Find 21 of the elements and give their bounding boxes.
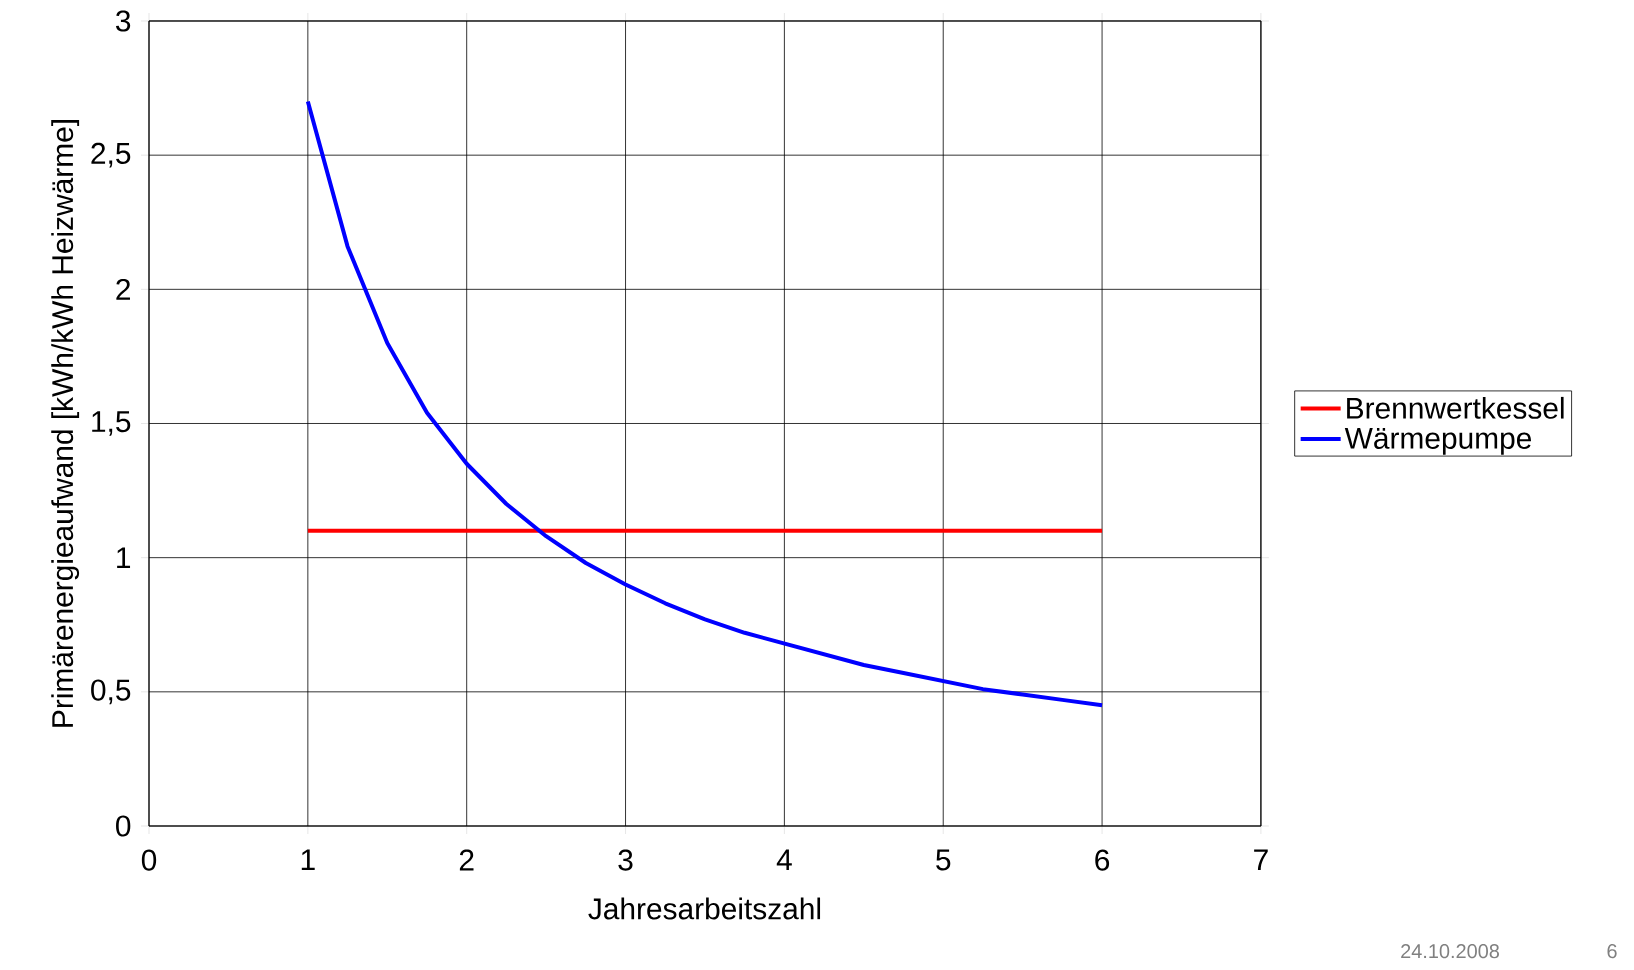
text: 6 [1607, 944, 1617, 959]
y-tick-label: 0,5 [91, 679, 131, 705]
x-tick-label: 0 [141, 849, 157, 871]
text: 24.10.2008 [1401, 944, 1499, 959]
y-tick-label: 2 [116, 278, 130, 300]
y-tick-label: 3 [116, 10, 131, 32]
y-tick-label: 2,5 [91, 142, 131, 168]
x-axis-title: Jahresarbeitszahl [588, 897, 821, 920]
x-tick-label: 1 [301, 849, 315, 871]
y-tick-label: 1,5 [92, 411, 131, 436]
legend-label: Brennwertkessel [1347, 396, 1564, 419]
legend-label: Wärmepumpe [1344, 428, 1532, 455]
x-tick-label: 5 [936, 849, 951, 871]
x-tick-label: 2 [459, 849, 474, 871]
y-tick-label: 1 [117, 547, 131, 568]
x-tick-label: 7 [1254, 849, 1268, 871]
x-tick-label: 6 [1095, 849, 1110, 871]
x-tick-label: 3 [618, 849, 633, 871]
x-tick-label: 4 [776, 849, 792, 871]
y-axis-title: Primärenergieaufwand [kWh/kWh Heizwärme] [51, 120, 80, 727]
y-tick-label: 0 [116, 815, 131, 837]
